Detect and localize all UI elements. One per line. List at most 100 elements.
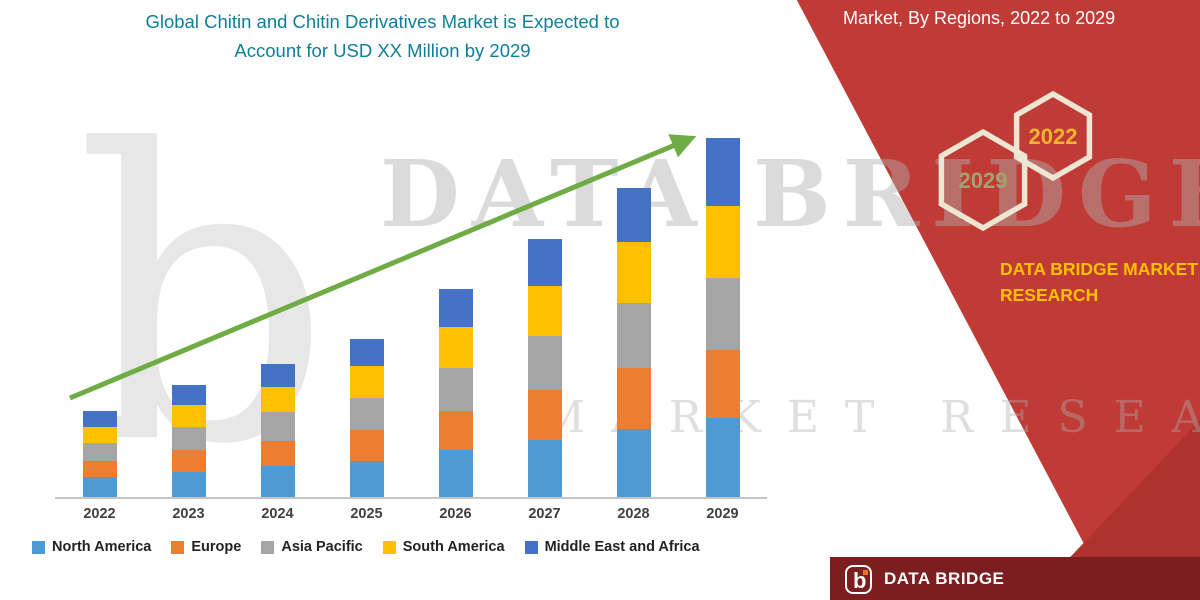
bar-segment-north-america [438,450,473,497]
bar-stack-2027 [527,239,562,497]
x-axis-label-2025: 2025 [350,506,383,522]
databridge-logo-icon: b [845,564,872,594]
bar-segment-south-america [438,327,473,368]
x-axis-label-2028: 2028 [617,506,650,522]
bar-segment-south-america [82,427,117,443]
bar-column-2022 [55,411,144,497]
footer-brand-label: DATA BRIDGE [884,568,1005,588]
bar-stack-2028 [616,188,651,497]
bar-segment-middle-east-and-africa [705,138,740,206]
legend-label: Europe [191,539,242,555]
bar-segment-south-america [171,405,206,427]
bar-segment-south-america [705,206,740,278]
legend-swatch-icon [524,540,538,554]
bar-segment-europe [82,461,117,477]
bar-segment-asia-pacific [616,303,651,368]
bar-segment-north-america [527,440,562,497]
bar-segment-asia-pacific [82,443,117,461]
legend-item-europe: Europe [171,539,241,555]
bar-stack-2025 [349,339,384,497]
bar-segment-south-america [616,242,651,303]
legend-swatch-icon [382,540,396,554]
bar-segment-europe [527,390,562,440]
bar-column-2028 [589,188,678,497]
x-axis-label-2023: 2023 [172,506,205,522]
bar-stack-2023 [171,385,206,497]
x-axis-label-2024: 2024 [261,506,294,522]
legend-swatch-icon [261,540,275,554]
bar-column-2023 [144,385,233,497]
chart-title-line2: Account for USD XX Million by 2029 [234,39,531,61]
hexagon-2022-label: 2022 [1029,124,1078,149]
x-axis-label-2022: 2022 [83,506,116,522]
legend-item-middle-east-and-africa: Middle East and Africa [524,539,700,555]
legend-swatch-icon [32,540,45,554]
bar-stack-2024 [260,364,295,497]
legend-label: North America [52,539,152,555]
bar-segment-asia-pacific [527,336,562,390]
legend-item-asia-pacific: Asia Pacific [261,539,363,555]
x-axis-label-2027: 2027 [528,506,561,522]
bar-segment-south-america [527,286,562,336]
chart-legend: North America Europe Asia Pacific South Ame… [32,539,700,555]
bar-segment-asia-pacific [438,368,473,411]
chart-title-line1: Global Chitin and Chitin Derivatives Mar… [145,11,620,32]
legend-label: South America [402,539,505,555]
legend-swatch-icon [171,540,185,554]
bar-segment-europe [705,350,740,418]
footer-logo-bar: b DATA BRIDGE [830,557,1200,600]
bar-segment-north-america [82,477,117,497]
year-hexagons: 2029 2022 [938,90,1093,232]
x-axis-label-2026: 2026 [439,506,472,522]
bar-stack-2022 [82,411,117,497]
bars [55,118,767,497]
bar-segment-south-america [260,387,295,412]
legend-label: Middle East and Africa [544,539,700,555]
brand-text: DATA BRIDGE MARKET RESEARCH [1000,256,1198,309]
bar-segment-middle-east-and-africa [349,339,384,366]
bar-segment-europe [171,450,206,472]
bar-segment-asia-pacific [349,398,384,430]
bar-segment-middle-east-and-africa [171,385,206,405]
bar-segment-north-america [171,472,206,497]
bar-column-2026 [411,289,500,497]
bar-segment-middle-east-and-africa [82,411,117,427]
bar-segment-europe [260,441,295,466]
legend-item-north-america: North America [32,539,151,555]
banner-heading: Market, By Regions, 2022 to 2029 [843,8,1116,28]
chart-title: Global Chitin and Chitin Derivatives Mar… [55,8,710,65]
bar-segment-middle-east-and-africa [527,239,562,286]
bar-segment-south-america [349,366,384,398]
brand-text-line1: DATA BRIDGE MARKET [1000,259,1198,279]
legend-label: Asia Pacific [281,539,363,555]
bar-segment-north-america [260,466,295,497]
bar-segment-middle-east-and-africa [260,364,295,387]
bar-segment-europe [438,411,473,450]
bar-segment-asia-pacific [705,278,740,350]
hexagon-2022-icon [1013,90,1093,182]
x-axis-line [55,497,767,499]
bar-column-2029 [678,138,767,497]
bar-segment-north-america [616,429,651,497]
bar-column-2024 [233,364,322,497]
bar-segment-middle-east-and-africa [438,289,473,327]
bar-segment-north-america [349,461,384,497]
bar-segment-asia-pacific [171,427,206,450]
bar-segment-north-america [705,418,740,497]
chart-area: 2022 2023 2024 2025 2026 2027 2028 2029 [55,118,767,522]
bar-segment-asia-pacific [260,412,295,441]
bar-stack-2029 [705,138,740,497]
legend-item-south-america: South America [382,539,505,555]
bar-column-2025 [322,339,411,497]
bar-segment-middle-east-and-africa [616,188,651,242]
brand-text-line2: RESEARCH [1000,285,1099,306]
bar-segment-europe [349,430,384,461]
bar-segment-europe [616,368,651,429]
bar-stack-2026 [438,289,473,497]
hexagon-2029-icon [938,128,1028,232]
x-axis-label-2029: 2029 [706,506,739,522]
bar-column-2027 [500,239,589,497]
x-axis-labels: 2022 2023 2024 2025 2026 2027 2028 2029 [55,499,767,522]
hexagon-2029-label: 2029 [959,168,1008,193]
